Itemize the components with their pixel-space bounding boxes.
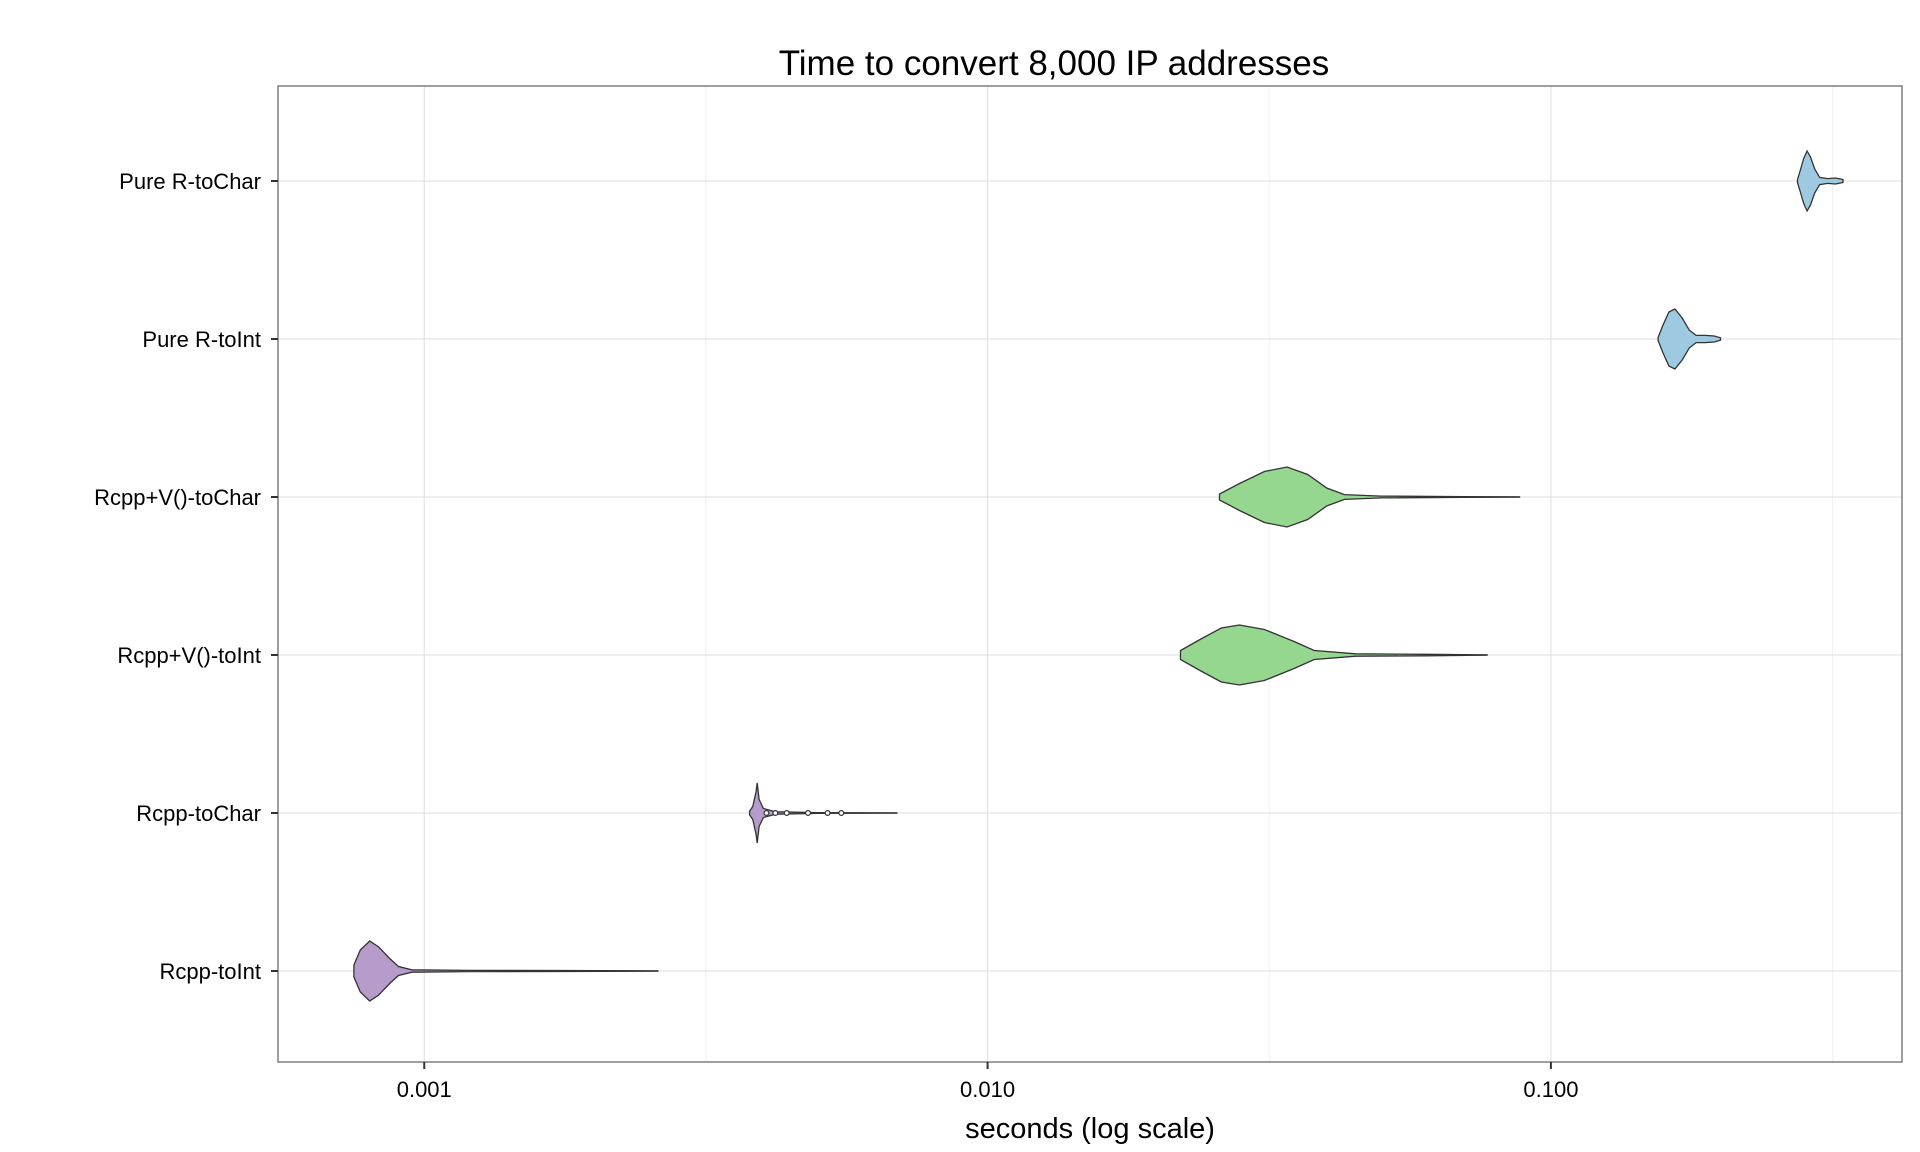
violin-shape — [353, 940, 659, 1002]
x-tick-label: 0.001 — [397, 1077, 452, 1102]
axis-layer: 0.001 0.010 0.100 Pure R-toChar Pure R-toInt… — [94, 169, 1578, 1102]
violin-shape — [1218, 466, 1521, 528]
category-label: Rcpp+V()-toChar — [94, 485, 261, 510]
category-label: Pure R-toInt — [142, 327, 261, 352]
x-tick-label: 0.010 — [960, 1077, 1015, 1102]
chart-title: Time to convert 8,000 IP addresses — [779, 44, 1330, 83]
category-label: Rcpp+V()-toInt — [117, 643, 261, 668]
x-tick-label: 0.100 — [1523, 1077, 1578, 1102]
category-label: Rcpp-toChar — [136, 801, 261, 826]
violin-shape — [1179, 624, 1488, 686]
outlier-point — [824, 809, 831, 816]
violin-layer — [353, 149, 1844, 1002]
outlier-point — [763, 809, 770, 816]
violin-shape — [1796, 149, 1844, 213]
violin-shape — [1657, 308, 1722, 370]
outlier-point — [772, 809, 779, 816]
category-label: Rcpp-toInt — [160, 959, 262, 984]
category-label: Pure R-toChar — [119, 169, 261, 194]
x-axis-title: seconds (log scale) — [965, 1113, 1215, 1145]
plot-panel — [277, 85, 1903, 1063]
outlier-point — [805, 809, 812, 816]
outlier-point — [783, 809, 790, 816]
outlier-point — [838, 809, 845, 816]
violin-shape — [748, 782, 898, 844]
grid-layer — [278, 86, 1902, 1062]
